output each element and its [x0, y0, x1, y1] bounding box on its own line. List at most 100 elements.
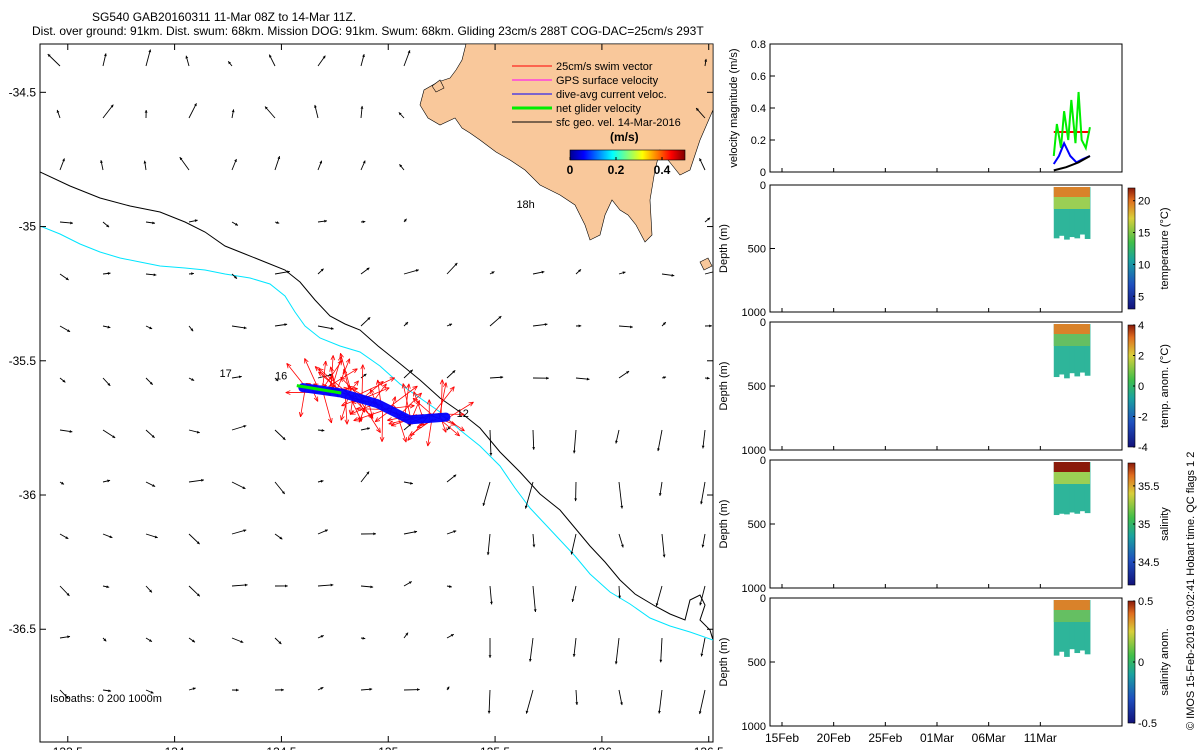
salinity-ytick-label: 0	[760, 455, 766, 467]
arrow-head	[408, 423, 412, 427]
velocity-arrow	[360, 267, 370, 275]
swim-vector-head	[416, 423, 423, 428]
temperature-anomaly-ytick-label: 0	[760, 317, 766, 329]
salinity-colorbar-label-tick: 35	[1138, 519, 1150, 531]
swim-vector-head	[374, 417, 381, 423]
salinity-profile-column	[1053, 462, 1060, 516]
temperature-anomaly-profile-column	[1079, 324, 1086, 373]
arrow-head	[614, 661, 618, 665]
arrow-head	[191, 639, 195, 643]
velocity-arrow	[661, 321, 667, 327]
velocity-arrow	[525, 689, 534, 714]
velocity-arrow	[231, 325, 247, 330]
arrow-head	[277, 156, 281, 160]
speed-colorbar: (m/s) 0 0.2 0.4	[567, 130, 686, 177]
arrow-shaft	[704, 271, 713, 275]
velocity-arrow	[102, 325, 111, 329]
temperature-profile-column	[1074, 187, 1081, 239]
colorbar-tick-label: 0.2	[608, 163, 625, 177]
temperature-anomaly-colorbar-label-tick: 2	[1138, 351, 1144, 363]
velocity-arrow	[188, 585, 201, 597]
arrow-head	[524, 505, 528, 509]
swim-vector-head	[369, 412, 374, 418]
arrow-head	[709, 324, 712, 328]
velocity-arrow	[231, 637, 244, 643]
velocity-arrow	[360, 160, 366, 171]
swim-vector-head	[322, 360, 328, 366]
arrow-head	[100, 160, 103, 164]
arrow-head	[453, 530, 457, 534]
swim-vector-head	[449, 386, 455, 392]
velocity-arrow	[102, 221, 110, 228]
velocity-arrow	[144, 110, 148, 119]
arrow-head	[194, 103, 197, 107]
velocity-arrow	[360, 220, 366, 224]
swim-vector-head	[391, 396, 397, 402]
arrow-head	[234, 222, 238, 226]
map-ytick-label: -34.5	[9, 85, 37, 99]
arrow-head	[238, 375, 242, 379]
arrow-head	[367, 317, 371, 321]
arrow-head	[620, 505, 624, 509]
swim-vector-head	[360, 364, 366, 370]
swim-vector	[350, 404, 372, 415]
velocity-arrow	[700, 481, 706, 505]
arrow-head	[367, 427, 370, 431]
salinity-anomaly-colorbar-label-tick: 0.5	[1138, 596, 1153, 608]
arrow-head	[286, 270, 290, 274]
velocity-arrow	[317, 583, 334, 587]
isobaths-label: Isobaths: 0 200 1000m	[50, 693, 162, 705]
velocity-arrow	[59, 481, 65, 485]
arrow-head	[107, 479, 111, 483]
map-legend: 25cm/s swim vector GPS surface velocity …	[512, 61, 681, 129]
velocity-arrow	[179, 156, 190, 171]
arrow-head	[707, 217, 711, 221]
velocity-arrow	[446, 474, 457, 483]
velocity-arrow	[102, 585, 110, 589]
swim-vector	[350, 399, 362, 422]
time-xtick-label: 11Mar	[1024, 731, 1057, 745]
arrow-head	[196, 541, 200, 545]
arrow-head	[528, 658, 532, 662]
velocity-arrow	[532, 376, 549, 380]
velocity-arrow	[486, 533, 491, 556]
velocity-arrow	[528, 637, 534, 662]
salinity-anomaly-upper-layer	[1053, 610, 1090, 622]
arrow-head	[410, 481, 413, 485]
temperature-anomaly-profile-column	[1058, 324, 1065, 375]
arrow-head	[500, 375, 504, 379]
velocity-arrow	[274, 429, 286, 441]
velocity-arrow	[618, 325, 633, 329]
time-xtick-label: 01Mar	[920, 731, 954, 745]
arrow-shaft	[488, 689, 491, 714]
velocity-arrow	[360, 636, 366, 640]
swim-vector-head	[459, 412, 465, 417]
velocity-arrow	[317, 686, 324, 691]
arrow-head	[228, 61, 231, 65]
time-xtick-label: 06Mar	[972, 731, 1006, 745]
velocity-arrow	[274, 221, 280, 224]
velocity-arrow	[102, 637, 107, 642]
net-glider-velocity-line	[296, 384, 342, 395]
swim-vector-head	[407, 435, 413, 441]
velocity-arrow	[231, 375, 242, 379]
map-panel: 133.5 134 134.5 135 135.5 136 136.5 -34.5 -35 -35…	[9, 43, 724, 750]
arrow-shaft	[489, 585, 493, 605]
salinity-profile-column	[1064, 462, 1070, 515]
swim-vector	[340, 397, 349, 421]
temperature-anomaly-profile-column	[1053, 324, 1060, 378]
swim-vector-head	[454, 431, 460, 437]
arrow-head	[626, 371, 630, 374]
velocity-arrow	[360, 105, 364, 119]
arrow-head	[65, 277, 69, 280]
swim-vector-head	[352, 368, 358, 374]
velocity-arrow	[532, 323, 548, 327]
swim-vector	[300, 387, 306, 417]
arrow-head	[699, 158, 702, 162]
velocity-arrow	[145, 689, 154, 694]
swim-vector-head	[459, 426, 465, 432]
velocity-arrow	[102, 53, 107, 67]
velocity-ylabel: velocity magnitude (m/s)	[728, 48, 740, 167]
arrow-shaft	[573, 429, 577, 454]
arrow-head	[544, 323, 548, 326]
